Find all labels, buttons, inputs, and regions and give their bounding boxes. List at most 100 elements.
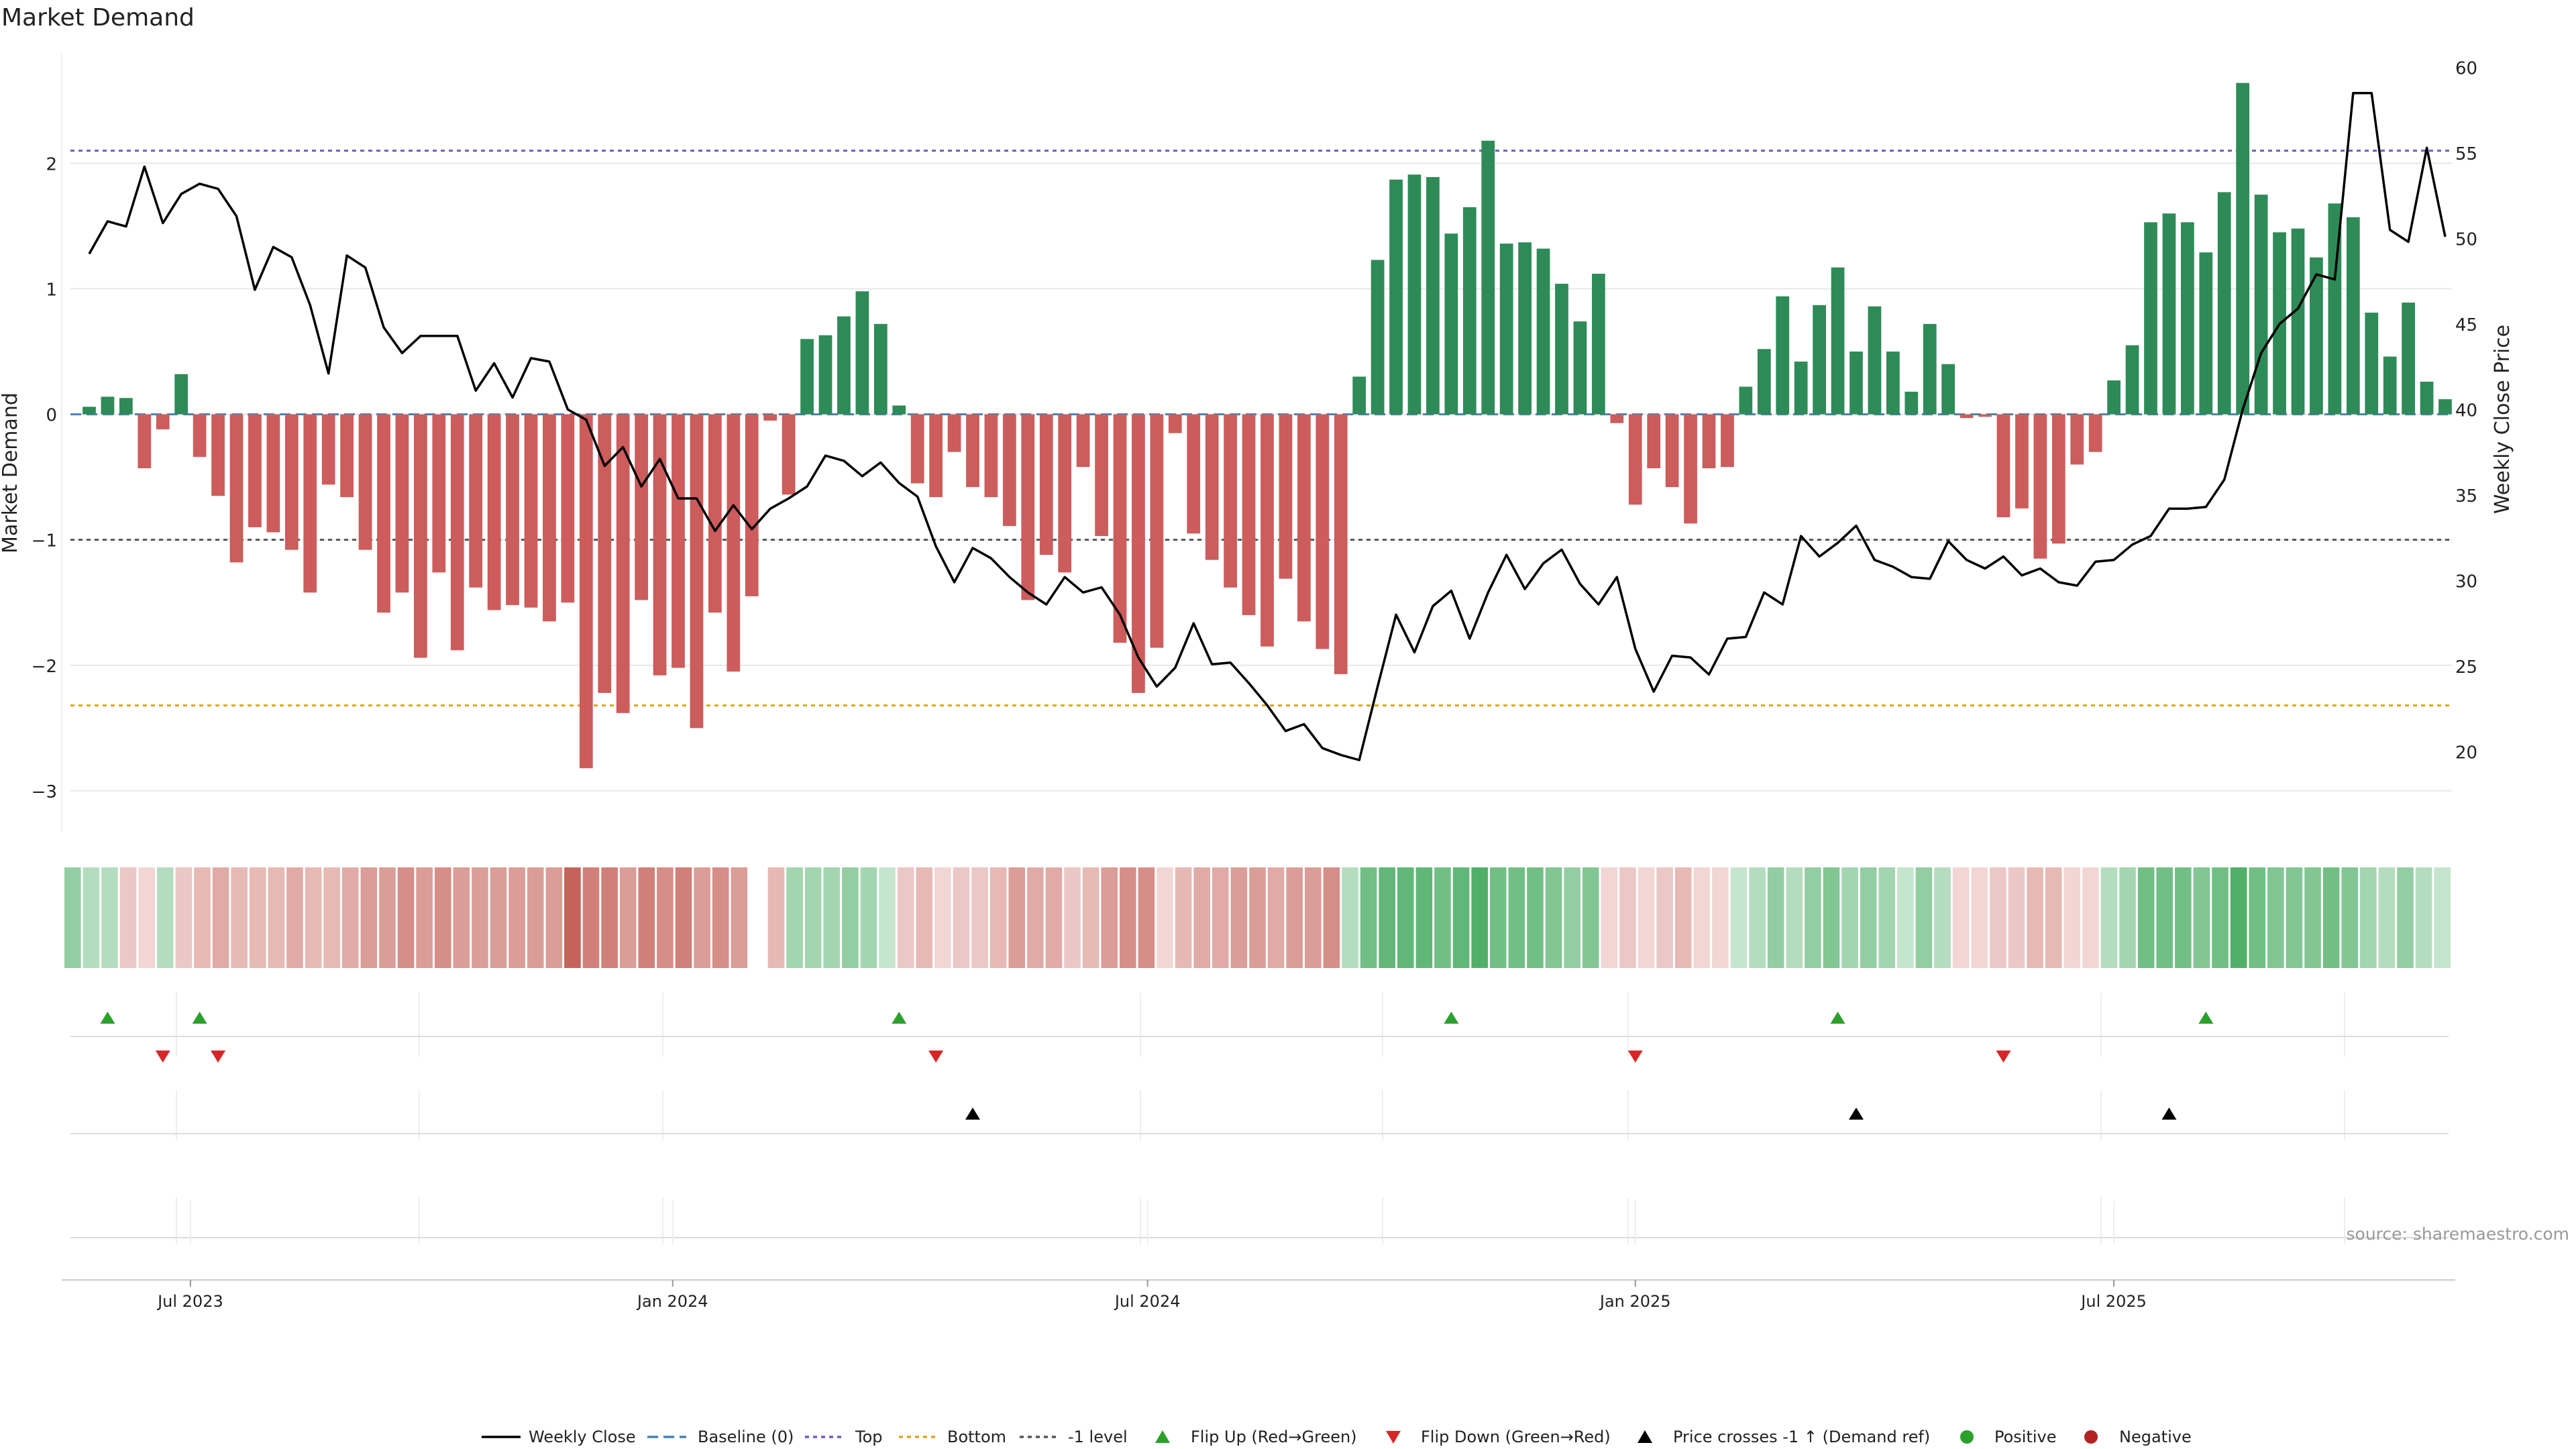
negative-demand-bar (763, 414, 777, 421)
positive-demand-bar (1352, 376, 1366, 415)
negative-demand-bar (1187, 414, 1201, 534)
heatmap-cell (1823, 867, 1840, 968)
negative-demand-bar (1150, 414, 1164, 648)
heatmap-cell (731, 867, 748, 968)
y2-tick-label: 35 (2455, 486, 2477, 506)
flip-down-marker (1996, 1051, 2011, 1063)
negative-demand-bar (653, 414, 667, 676)
heatmap-cell (1786, 867, 1803, 968)
y2-tick-label: 20 (2455, 743, 2477, 763)
heatmap-cell (360, 867, 378, 968)
negative-demand-bar (1702, 414, 1716, 469)
legend-price-cross-swatch (1638, 1430, 1652, 1443)
y-tick-label: −3 (32, 782, 57, 802)
heatmap-cell (767, 867, 785, 968)
legend-minus-one-label: -1 level (1068, 1428, 1128, 1446)
heatmap-cell (1915, 867, 1933, 968)
heatmap-cell (305, 867, 322, 968)
positive-demand-bar (1481, 140, 1495, 415)
negative-demand-bar (984, 414, 998, 498)
positive-demand-bar (1555, 284, 1568, 415)
legend-positive-label: Positive (1994, 1428, 2057, 1446)
heatmap-cell (1008, 867, 1026, 968)
heatmap-cell (2249, 867, 2266, 968)
negative-demand-bar (1242, 414, 1256, 615)
heatmap-cell (1508, 867, 1525, 968)
positive-demand-bar (1371, 260, 1385, 415)
legend-flip-down-label: Flip Down (Green→Red) (1421, 1428, 1611, 1446)
negative-demand-bar (561, 414, 575, 603)
heatmap-cell (1471, 867, 1488, 968)
negative-demand-bar (579, 414, 593, 769)
negative-demand-bar (1334, 414, 1348, 674)
heatmap-cell (1638, 867, 1655, 968)
heatmap-cell (1045, 867, 1063, 968)
negative-demand-bar (2051, 414, 2065, 544)
positive-demand-bar (1776, 296, 1790, 415)
heatmap-cell (619, 867, 637, 968)
positive-demand-bar (873, 323, 888, 415)
negative-demand-bar (248, 414, 262, 527)
source-credit: source: sharemaestro.com (2347, 1224, 2570, 1244)
heatmap-cell (1082, 867, 1099, 968)
flip-up-marker (2198, 1012, 2214, 1024)
y-tick-label: 2 (46, 154, 57, 174)
heatmap-cell (1527, 867, 1544, 968)
negative-demand-bar (2070, 414, 2084, 465)
heatmap-cell (1434, 867, 1451, 968)
x-tick-label: Jan 2024 (636, 1292, 708, 1311)
positive-demand-bar (1794, 362, 1808, 415)
legend-negative-swatch (2084, 1430, 2098, 1444)
positive-demand-bar (2383, 356, 2397, 415)
negative-demand-bar (690, 414, 704, 729)
heatmap-cell (416, 867, 433, 968)
x-tick-label: Jul 2024 (1114, 1292, 1181, 1311)
heatmap-cell (1971, 867, 1988, 968)
heatmap-cell (2360, 867, 2377, 968)
positive-demand-bar (1426, 176, 1440, 415)
heatmap-cell (434, 867, 451, 968)
negative-demand-bar (598, 414, 612, 693)
negative-demand-bar (1205, 414, 1219, 560)
heatmap-cell (268, 867, 285, 968)
negative-demand-bar (469, 414, 483, 588)
positive-demand-bar (1407, 174, 1421, 415)
heatmap-cell (1120, 867, 1136, 968)
positive-demand-bar (1462, 207, 1477, 415)
heatmap-cell (2322, 867, 2340, 968)
heatmap-cell (194, 867, 211, 968)
y2-tick-label: 30 (2455, 572, 2477, 592)
heatmap-cell (2119, 867, 2136, 968)
heatmap-cell (1897, 867, 1914, 968)
positive-demand-bar (818, 335, 833, 415)
positive-demand-bar (1904, 391, 1919, 415)
heatmap-cell (119, 867, 137, 968)
negative-demand-bar (1039, 414, 1053, 555)
heatmap-cell (989, 867, 1007, 968)
heatmap-cell (2027, 867, 2043, 968)
positive-demand-bar (1813, 305, 1827, 415)
negative-demand-bar (1076, 414, 1090, 468)
heatmap-cell (1489, 867, 1507, 968)
y-tick-labels: 2 1 0 −1 −2 −3 (32, 154, 57, 802)
heatmap-cell (1601, 867, 1618, 968)
negative-demand-bar (1647, 414, 1661, 469)
y-axis-label: Market Demand (0, 392, 22, 553)
heatmap-cell (804, 867, 822, 968)
negative-demand-bar (1628, 414, 1642, 505)
positive-demand-bar (2254, 195, 2268, 415)
negative-demand-bar (745, 414, 759, 596)
heatmap-cell (1860, 867, 1877, 968)
heatmap-cell (2267, 867, 2284, 968)
positive-demand-bar (1389, 179, 1403, 415)
negative-demand-bar (1021, 414, 1035, 600)
negative-demand-bar (966, 414, 979, 488)
positive-demand-bar (2162, 213, 2176, 415)
heatmap-cell (953, 867, 970, 968)
heatmap-cell (694, 867, 710, 968)
x-tick-label: Jan 2025 (1599, 1292, 1671, 1311)
negative-demand-bar (1168, 414, 1182, 433)
positive-demand-bar (1849, 352, 1863, 415)
heatmap-cell (138, 867, 155, 968)
